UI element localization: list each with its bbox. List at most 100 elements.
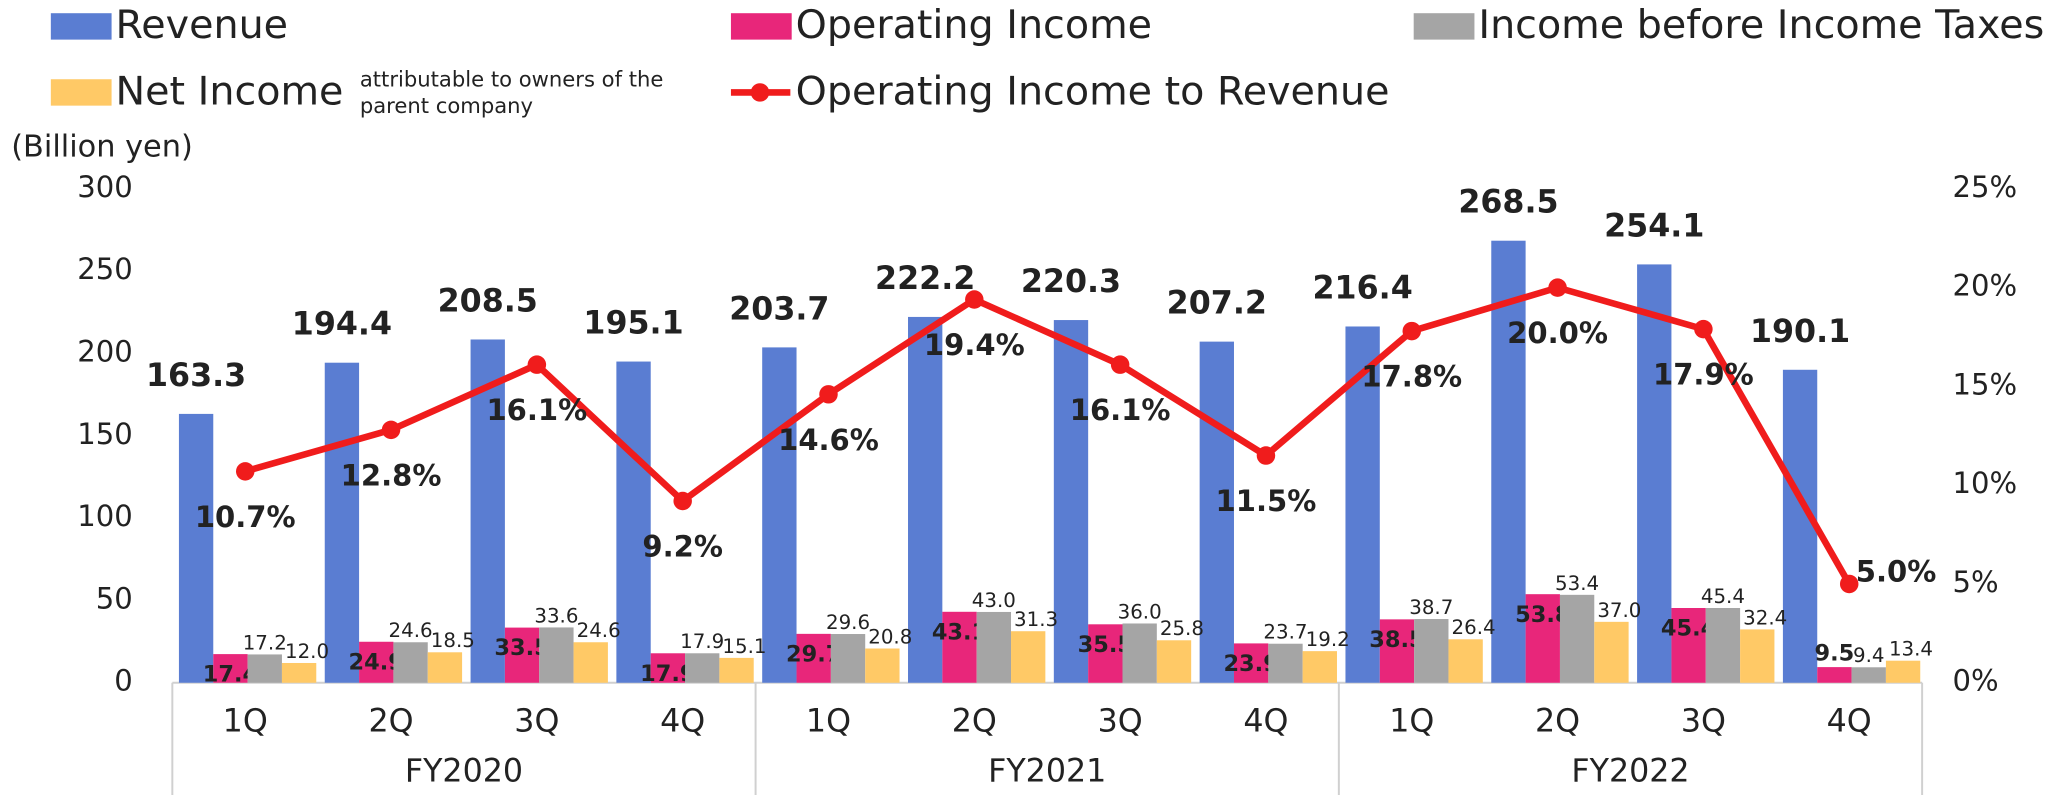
ratio-point [381, 420, 401, 440]
bar [247, 654, 282, 683]
bar [1817, 667, 1852, 683]
x-tick-label: 2Q [1535, 703, 1580, 739]
bar [178, 413, 214, 683]
value-label: 12.0 [285, 640, 329, 663]
bar [1448, 639, 1483, 683]
x-tick-label: 3Q [1098, 703, 1143, 739]
value-label: 9.5 [1815, 640, 1855, 666]
bar [470, 339, 505, 683]
value-label: 220.3 [1021, 264, 1121, 300]
bar [1088, 624, 1123, 683]
bar [685, 653, 720, 683]
bar [1199, 341, 1234, 683]
x-tick-label: 4Q [660, 703, 705, 739]
legend-label: Income before Income Taxes [1478, 2, 2044, 48]
value-label: 17.8% [1361, 360, 1462, 394]
bar [1053, 320, 1089, 683]
ratio-point [1110, 355, 1130, 374]
bar [1525, 594, 1560, 683]
bar [719, 657, 754, 683]
bar [324, 362, 360, 683]
value-label: 33.6 [534, 604, 578, 627]
value-label: 12.8% [341, 458, 442, 492]
ratio-point [965, 290, 984, 309]
bar [281, 662, 317, 683]
value-label: 24.6 [389, 619, 433, 642]
y-axis-label: (Billion yen) [11, 129, 193, 164]
bar [1268, 643, 1303, 683]
value-label: 222.2 [875, 261, 975, 297]
value-label: 203.7 [729, 291, 829, 327]
bar [908, 316, 943, 683]
ratio-point [1256, 446, 1276, 465]
bar [1379, 619, 1415, 683]
bar [1491, 240, 1526, 683]
ratio-point [673, 491, 692, 511]
y2-tick-label: 0% [1952, 664, 1998, 698]
bar [1414, 619, 1449, 683]
ratio-point [1548, 278, 1567, 297]
bar [393, 642, 428, 683]
bar [1302, 651, 1337, 683]
y2-tick-label: 25% [1952, 170, 2017, 204]
value-label: 20.0% [1507, 316, 1608, 350]
y2-tick-label: 5% [1952, 565, 1998, 599]
ratio-point [235, 462, 255, 481]
ratio-line [244, 284, 1853, 586]
bar [830, 634, 866, 683]
group-label: FY2022 [1571, 754, 1689, 790]
value-label: 13.4 [1889, 638, 1933, 661]
bar [1637, 264, 1672, 683]
bar [1233, 643, 1269, 683]
value-label: 25.8 [1160, 617, 1204, 640]
value-label: 32.4 [1743, 606, 1787, 629]
y-tick-label: 100 [77, 499, 132, 533]
x-tick-label: 4Q [1827, 703, 1872, 739]
ratio-point [1839, 574, 1859, 594]
x-tick-label: 1Q [223, 703, 268, 739]
ratio-point [1402, 321, 1422, 341]
bar [359, 641, 394, 683]
legend-label: Revenue [116, 2, 289, 48]
legend-note: parent company [360, 93, 533, 118]
bar [1122, 623, 1157, 683]
value-label: 17.9% [1653, 358, 1754, 392]
bar [504, 627, 540, 683]
bar [865, 648, 900, 683]
bar [976, 611, 1012, 683]
value-label: 18.5 [431, 629, 475, 652]
legend-note: attributable to owners of the [360, 67, 664, 92]
ratio-point [527, 355, 547, 374]
bar [762, 347, 797, 683]
bar [1740, 629, 1775, 683]
value-label: 9.2% [642, 530, 723, 564]
value-label: 38.7 [1409, 596, 1453, 619]
y-tick-label: 0 [114, 664, 132, 698]
value-label: 195.1 [583, 306, 683, 342]
bar [616, 361, 651, 683]
value-label: 31.3 [1014, 608, 1058, 631]
value-label: 208.5 [438, 284, 538, 320]
value-label: 11.5% [1216, 484, 1317, 518]
value-label: 20.8 [868, 625, 912, 648]
legend-swatch [50, 79, 112, 106]
x-tick-label: 1Q [1389, 703, 1434, 739]
value-label: 194.4 [292, 307, 392, 343]
x-tick-label: 3Q [514, 703, 559, 739]
value-label: 9.4 [1853, 644, 1884, 667]
y-tick-label: 50 [96, 581, 133, 615]
value-label: 254.1 [1604, 208, 1704, 244]
value-label: 16.1% [1070, 393, 1171, 427]
value-label: 268.5 [1458, 185, 1558, 221]
value-label: 10.7% [195, 500, 296, 534]
value-label: 207.2 [1167, 286, 1267, 322]
bar [1851, 667, 1886, 683]
x-tick-label: 2Q [368, 703, 413, 739]
value-label: 17.9 [680, 630, 724, 653]
y2-tick-label: 15% [1952, 367, 2017, 401]
value-label: 163.3 [146, 358, 246, 394]
value-label: 14.6% [778, 423, 879, 457]
value-label: 15.1 [722, 635, 766, 658]
